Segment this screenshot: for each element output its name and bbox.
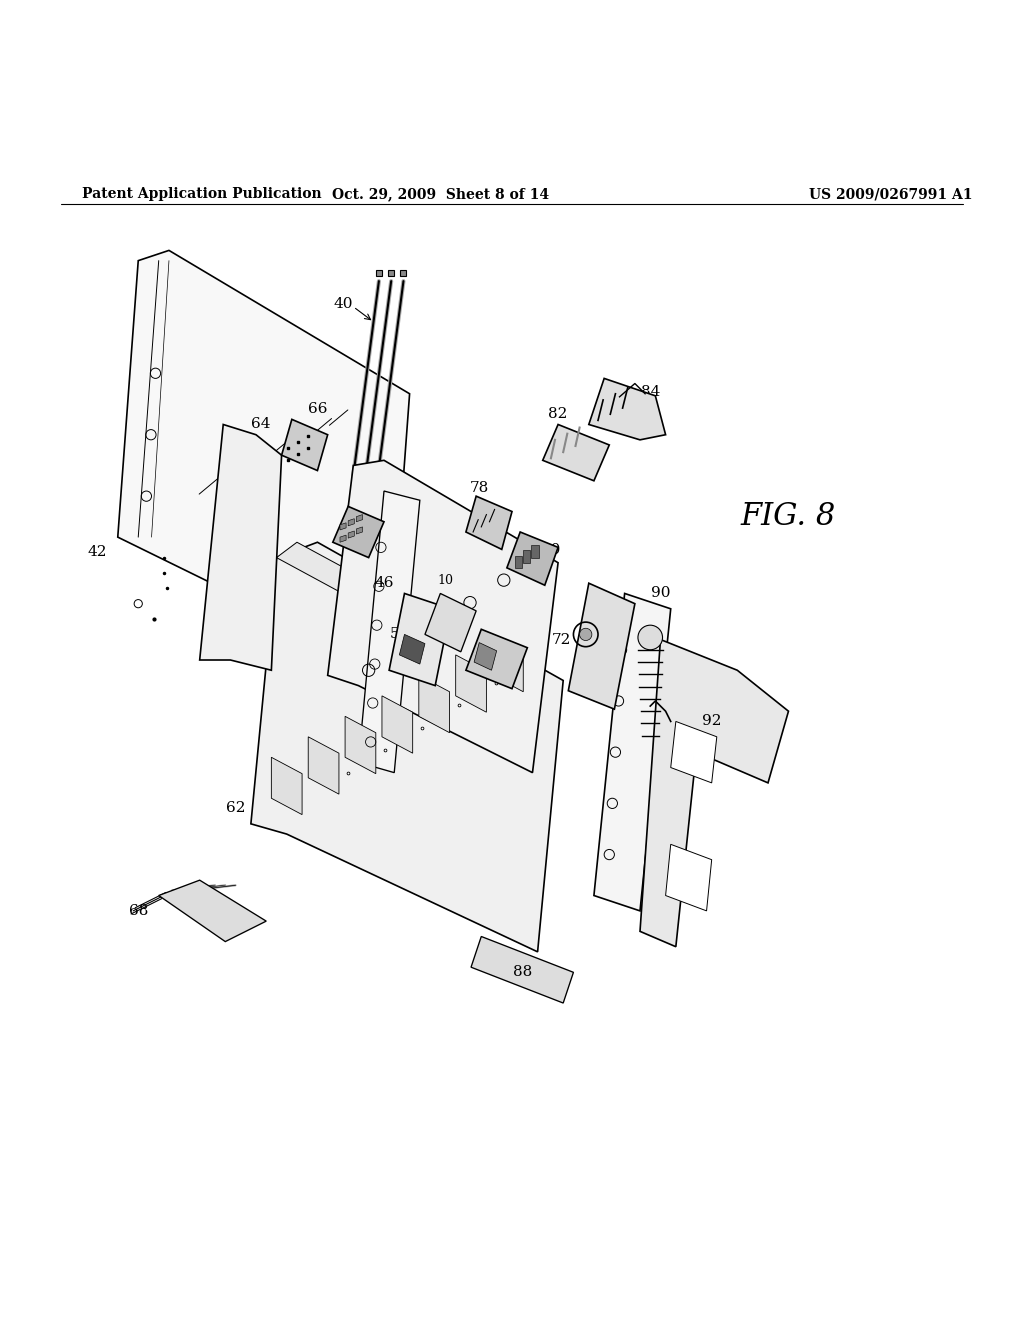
Polygon shape [466, 630, 527, 689]
Text: US 2009/0267991 A1: US 2009/0267991 A1 [809, 187, 973, 201]
Text: 62: 62 [225, 801, 246, 816]
Polygon shape [345, 717, 376, 774]
Polygon shape [425, 594, 476, 652]
Polygon shape [348, 519, 354, 525]
Polygon shape [515, 556, 522, 568]
Text: 58: 58 [390, 627, 409, 642]
Polygon shape [340, 523, 346, 529]
Polygon shape [159, 880, 266, 941]
Text: 46: 46 [374, 577, 394, 590]
Polygon shape [382, 696, 413, 754]
Text: Oct. 29, 2009  Sheet 8 of 14: Oct. 29, 2009 Sheet 8 of 14 [332, 187, 549, 201]
Text: 70: 70 [427, 610, 443, 623]
Text: 10: 10 [437, 574, 454, 586]
Polygon shape [419, 676, 450, 733]
Polygon shape [531, 545, 539, 557]
Polygon shape [308, 737, 339, 795]
Circle shape [580, 628, 592, 640]
Polygon shape [474, 643, 497, 671]
Text: 78: 78 [470, 480, 488, 495]
Polygon shape [594, 594, 671, 911]
Polygon shape [271, 758, 302, 814]
Text: Patent Application Publication: Patent Application Publication [82, 187, 322, 201]
Circle shape [638, 626, 663, 649]
Polygon shape [543, 425, 609, 480]
Polygon shape [568, 583, 635, 709]
Polygon shape [666, 845, 712, 911]
Text: 80: 80 [542, 544, 560, 557]
Text: 68: 68 [129, 904, 147, 917]
Polygon shape [507, 532, 558, 585]
Text: 84: 84 [641, 384, 659, 399]
Text: FIG. 8: FIG. 8 [740, 502, 837, 532]
Text: 72: 72 [552, 632, 570, 647]
Polygon shape [340, 535, 346, 543]
Text: 92: 92 [701, 714, 722, 729]
Text: 82: 82 [549, 408, 567, 421]
Polygon shape [471, 936, 573, 1003]
Text: 90: 90 [650, 586, 671, 601]
Polygon shape [333, 507, 384, 557]
Polygon shape [456, 655, 486, 713]
Polygon shape [356, 527, 362, 535]
Polygon shape [466, 496, 512, 549]
Text: 40: 40 [333, 297, 353, 310]
Polygon shape [348, 531, 354, 539]
Polygon shape [328, 461, 558, 772]
Polygon shape [282, 420, 328, 470]
Text: 60: 60 [612, 607, 633, 620]
Text: 66: 66 [307, 403, 328, 416]
Polygon shape [389, 594, 451, 685]
Polygon shape [589, 379, 666, 440]
Text: 64: 64 [251, 417, 271, 432]
Polygon shape [358, 491, 420, 772]
Polygon shape [640, 639, 788, 946]
Polygon shape [356, 515, 362, 521]
Polygon shape [276, 543, 543, 690]
Polygon shape [523, 550, 530, 562]
Polygon shape [200, 425, 282, 671]
Polygon shape [493, 635, 523, 692]
Text: 10: 10 [417, 602, 433, 615]
Text: 42: 42 [87, 545, 108, 560]
Polygon shape [251, 543, 563, 952]
Polygon shape [118, 251, 410, 671]
Polygon shape [399, 635, 425, 664]
Polygon shape [671, 722, 717, 783]
Text: 88: 88 [513, 965, 531, 979]
